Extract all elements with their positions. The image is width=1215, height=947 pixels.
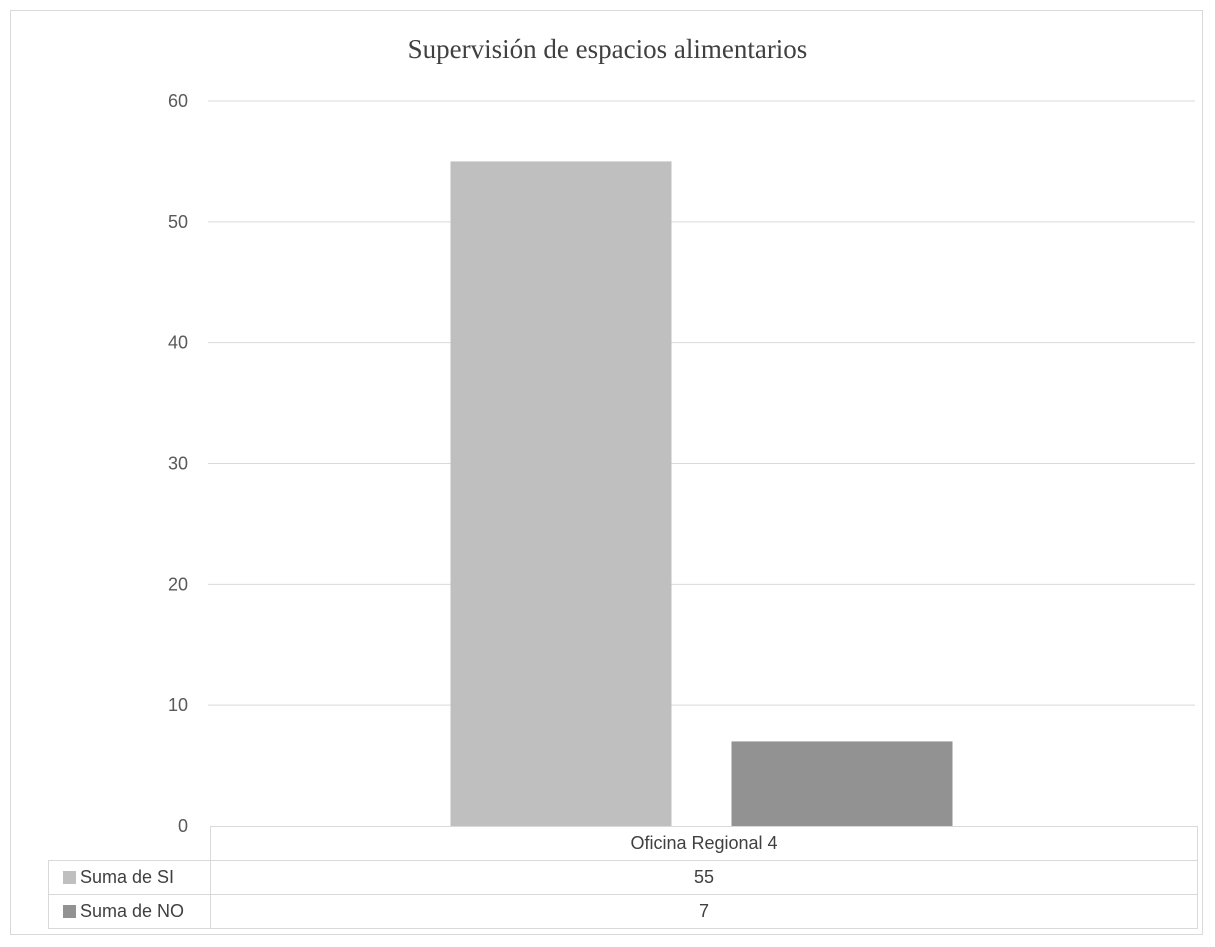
y-tick-label: 50 [168,212,188,232]
series-no-legend-key [63,905,76,918]
y-tick-label: 20 [168,574,188,594]
chart-title: Supervisión de espacios alimentarios [407,34,808,64]
data-table-row-no: Suma de NO 7 [48,894,1198,929]
data-table-corner [48,826,211,861]
data-table-header-row: Oficina Regional 4 [48,826,1198,861]
series-no-value: 7 [210,894,1198,929]
bar-suma-de-no [731,741,953,826]
y-tick-label: 40 [168,333,188,353]
series-no-label: Suma de NO [80,901,185,921]
series-no-label-cell: Suma de NO [48,894,211,929]
bar-suma-de-si [450,161,672,826]
series-si-value: 55 [210,860,1198,895]
y-tick-label: 0 [178,816,188,836]
data-table: Oficina Regional 4 Suma de SI 55 Suma de… [48,826,1198,929]
y-tick-label: 30 [168,454,188,474]
data-table-row-si: Suma de SI 55 [48,860,1198,895]
category-label: Oficina Regional 4 [210,826,1198,861]
series-si-label: Suma de SI [80,867,175,887]
y-tick-label: 10 [168,695,188,715]
series-si-label-cell: Suma de SI [48,860,211,895]
y-tick-label: 60 [168,91,188,111]
series-si-legend-key [63,871,76,884]
